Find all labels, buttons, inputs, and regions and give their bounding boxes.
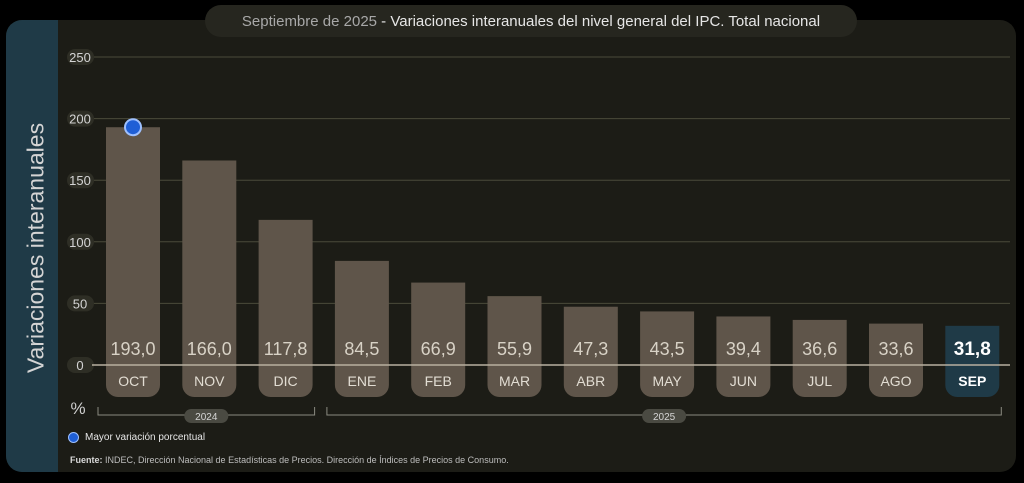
x-tick-label: FEB xyxy=(425,373,452,389)
bar xyxy=(563,306,618,365)
category-pill xyxy=(640,365,695,397)
y-tick-pill xyxy=(67,233,94,250)
title-main: Variaciones interanuales del nivel gener… xyxy=(390,12,821,30)
category-pill xyxy=(792,365,847,397)
value-label: 66,9 xyxy=(421,339,456,359)
y-tick-pill xyxy=(67,49,94,65)
bar xyxy=(258,219,313,365)
category-pill xyxy=(182,365,237,397)
source-text: INDEC, Dirección Nacional de Estadística… xyxy=(105,455,509,465)
source-label: Fuente: xyxy=(70,455,103,465)
value-label: 84,5 xyxy=(344,339,379,359)
y-tick-label: 150 xyxy=(69,173,91,188)
source-note: Fuente: INDEC, Dirección Nacional de Est… xyxy=(70,455,509,465)
x-tick-label: NOV xyxy=(194,373,225,389)
value-label: 33,6 xyxy=(878,339,913,359)
x-tick-label: OCT xyxy=(118,373,148,389)
bar xyxy=(106,127,160,365)
bar xyxy=(716,316,771,365)
category-pill xyxy=(106,365,160,397)
unit-label: % xyxy=(70,399,85,418)
year-pill xyxy=(642,409,687,423)
category-pill xyxy=(258,365,313,397)
category-pill xyxy=(334,365,389,397)
category-pill xyxy=(869,365,923,397)
y-tick-pill xyxy=(67,295,94,312)
highlight-marker xyxy=(124,118,142,137)
y-tick-label: 50 xyxy=(73,296,87,311)
y-tick-label: 200 xyxy=(69,112,91,127)
bar xyxy=(334,260,389,365)
highlight-marker-icon xyxy=(68,432,79,443)
y-tick-pill xyxy=(67,357,94,373)
bar xyxy=(792,319,847,365)
title-separator: - xyxy=(377,12,391,30)
value-label: 43,5 xyxy=(650,339,685,359)
x-tick-label: ABR xyxy=(576,373,605,389)
x-tick-label: AGO xyxy=(880,373,911,389)
legend-label: Mayor variación porcentual xyxy=(85,432,206,443)
value-label: 36,6 xyxy=(802,339,837,359)
category-pill xyxy=(945,365,1000,397)
legend: Mayor variación porcentual xyxy=(68,432,205,443)
x-tick-label: MAR xyxy=(499,373,530,389)
value-label: 31,8 xyxy=(954,339,991,360)
category-pill xyxy=(716,365,771,397)
value-label: 39,4 xyxy=(726,339,761,359)
value-label: 117,8 xyxy=(264,339,308,359)
y-tick-pill xyxy=(67,172,94,189)
value-label: 166,0 xyxy=(187,339,232,359)
chart-title: Septiembre de 2025 - Variaciones interan… xyxy=(205,5,857,37)
year-label: 2024 xyxy=(195,412,218,423)
bar xyxy=(411,282,466,365)
title-date: Septiembre de 2025 xyxy=(241,12,378,30)
x-tick-label: JUL xyxy=(807,373,832,389)
value-label: 193,0 xyxy=(110,339,155,359)
category-pill xyxy=(487,365,542,397)
bar xyxy=(182,160,237,365)
x-tick-label: JUN xyxy=(730,373,757,389)
y-tick-label: 100 xyxy=(69,235,91,250)
x-tick-label: MAY xyxy=(652,373,682,389)
x-tick-label: SEP xyxy=(958,373,986,389)
value-label: 55,9 xyxy=(497,339,532,359)
category-pill xyxy=(563,365,618,397)
x-tick-label: DIC xyxy=(274,373,298,389)
y-tick-pill xyxy=(67,110,94,127)
y-tick-label: 0 xyxy=(76,358,83,373)
y-tick-label: 250 xyxy=(69,50,91,65)
bar xyxy=(487,296,542,365)
bar-current xyxy=(945,325,1000,365)
bar xyxy=(869,323,923,365)
x-tick-label: ENE xyxy=(348,373,377,389)
year-label: 2025 xyxy=(653,412,676,423)
year-pill xyxy=(184,409,229,423)
category-pill xyxy=(411,365,466,397)
bar xyxy=(640,311,695,365)
side-axis-band xyxy=(6,20,58,472)
value-label: 47,3 xyxy=(573,339,608,359)
